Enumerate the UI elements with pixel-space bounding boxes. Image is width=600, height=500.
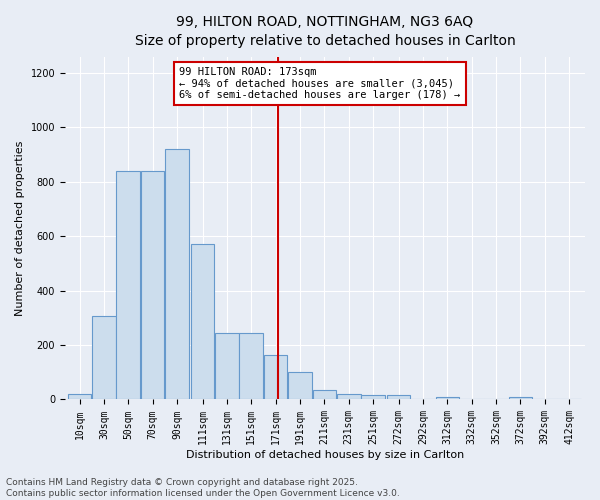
X-axis label: Distribution of detached houses by size in Carlton: Distribution of detached houses by size …: [186, 450, 464, 460]
Bar: [165, 149, 189, 400]
Bar: [387, 396, 410, 400]
Title: 99, HILTON ROAD, NOTTINGHAM, NG3 6AQ
Size of property relative to detached house: 99, HILTON ROAD, NOTTINGHAM, NG3 6AQ Siz…: [134, 15, 515, 48]
Bar: [288, 372, 312, 400]
Bar: [337, 394, 361, 400]
Bar: [509, 397, 532, 400]
Text: Contains HM Land Registry data © Crown copyright and database right 2025.
Contai: Contains HM Land Registry data © Crown c…: [6, 478, 400, 498]
Bar: [141, 171, 164, 400]
Bar: [68, 394, 91, 400]
Bar: [92, 316, 116, 400]
Bar: [239, 333, 263, 400]
Text: 99 HILTON ROAD: 173sqm
← 94% of detached houses are smaller (3,045)
6% of semi-d: 99 HILTON ROAD: 173sqm ← 94% of detached…: [179, 67, 461, 100]
Bar: [116, 171, 140, 400]
Bar: [436, 397, 459, 400]
Bar: [264, 354, 287, 400]
Bar: [361, 396, 385, 400]
Y-axis label: Number of detached properties: Number of detached properties: [15, 140, 25, 316]
Bar: [191, 244, 214, 400]
Bar: [313, 390, 336, 400]
Bar: [215, 333, 239, 400]
